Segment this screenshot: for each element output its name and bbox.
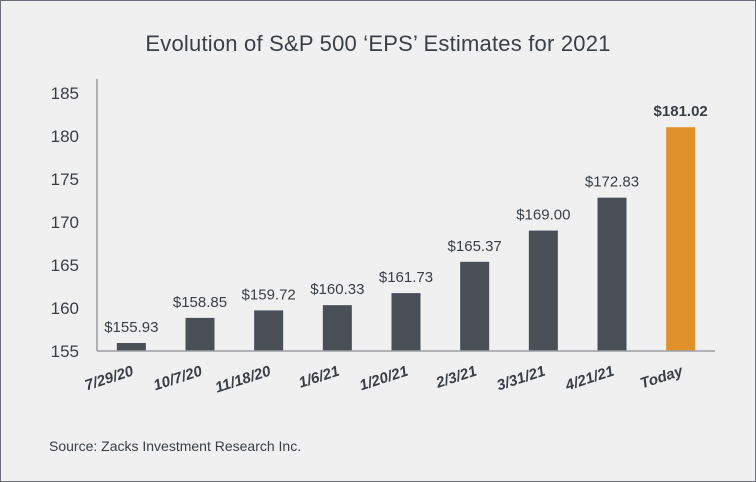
data-label: $159.72 <box>242 286 296 303</box>
bar <box>460 261 490 351</box>
data-label: $181.02 <box>654 103 708 120</box>
y-tick-label: 185 <box>51 84 79 103</box>
x-tick-label: 3/31/21 <box>495 363 548 395</box>
data-label: $160.33 <box>310 281 364 298</box>
bar <box>185 317 215 351</box>
bar-chart: 185 180 175 170 165 160 155 $155.93 $158.85 $159… <box>51 79 715 397</box>
data-label: $158.85 <box>173 294 227 311</box>
chart-title: Evolution of S&P 500 ‘EPS’ Estimates for… <box>145 31 611 56</box>
x-tick-label: 1/20/21 <box>357 363 410 395</box>
x-tick-label: 10/7/20 <box>151 362 204 394</box>
data-label: $165.37 <box>448 238 502 255</box>
y-tick-label: 180 <box>51 127 79 146</box>
data-label: $161.73 <box>379 269 433 286</box>
x-tick-label: 11/18/20 <box>213 362 273 396</box>
y-tick-label: 160 <box>51 299 79 318</box>
x-tick-label: 7/29/20 <box>83 362 136 394</box>
bar <box>528 230 558 351</box>
y-tick-label: 175 <box>51 170 79 189</box>
bar <box>322 305 352 351</box>
data-label: $169.00 <box>516 207 570 224</box>
y-tick-label: 170 <box>51 213 79 232</box>
y-tick-label: 165 <box>51 256 79 275</box>
bar <box>254 310 284 351</box>
bar <box>116 343 146 351</box>
bar-highlight <box>666 127 696 351</box>
data-label: $155.93 <box>104 319 158 336</box>
y-tick-label: 155 <box>51 342 79 361</box>
x-tick-label: Today <box>638 362 685 392</box>
x-tick-label: 1/6/21 <box>297 363 342 392</box>
x-tick-label: 4/21/21 <box>562 363 616 395</box>
source-note: Source: Zacks Investment Research Inc. <box>49 438 302 454</box>
x-tick-label: 2/3/21 <box>433 363 479 392</box>
data-label: $172.83 <box>585 174 639 191</box>
bar <box>391 293 421 351</box>
bar <box>597 197 627 351</box>
